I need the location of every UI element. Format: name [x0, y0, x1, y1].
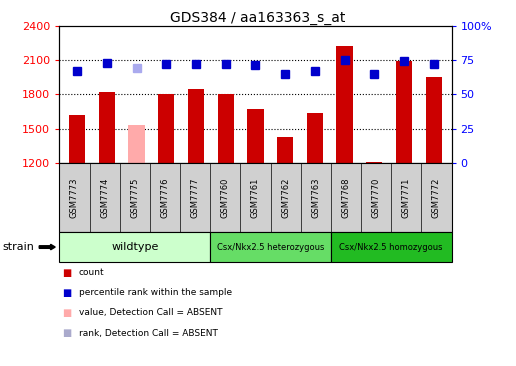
Text: Csx/Nkx2.5 heterozygous: Csx/Nkx2.5 heterozygous — [217, 243, 324, 251]
Text: GSM7776: GSM7776 — [160, 178, 169, 218]
Text: value, Detection Call = ABSENT: value, Detection Call = ABSENT — [79, 309, 222, 317]
Bar — [336, 46, 353, 163]
Text: ■: ■ — [62, 268, 71, 278]
Text: GSM7771: GSM7771 — [402, 178, 411, 218]
Text: rank, Detection Call = ABSENT: rank, Detection Call = ABSENT — [79, 329, 218, 337]
Text: GSM7772: GSM7772 — [432, 178, 441, 218]
Text: GSM7775: GSM7775 — [130, 178, 139, 218]
Text: ■: ■ — [62, 308, 71, 318]
Bar — [128, 125, 145, 163]
Bar — [307, 112, 323, 163]
Text: GSM7773: GSM7773 — [70, 178, 79, 218]
Bar — [218, 94, 234, 163]
Text: GSM7762: GSM7762 — [281, 178, 290, 218]
Text: ■: ■ — [62, 288, 71, 298]
Text: ■: ■ — [62, 328, 71, 338]
Bar — [188, 89, 204, 163]
Text: GSM7777: GSM7777 — [190, 178, 200, 218]
Bar — [247, 109, 264, 163]
Bar — [426, 77, 442, 163]
Text: GSM7774: GSM7774 — [100, 178, 109, 218]
Text: GSM7760: GSM7760 — [221, 178, 230, 218]
Text: wildtype: wildtype — [111, 242, 158, 252]
Bar — [158, 94, 174, 163]
Text: percentile rank within the sample: percentile rank within the sample — [79, 288, 232, 297]
Text: Csx/Nkx2.5 homozygous: Csx/Nkx2.5 homozygous — [340, 243, 443, 251]
Text: GSM7763: GSM7763 — [311, 178, 320, 218]
Text: GSM7768: GSM7768 — [342, 178, 350, 218]
Bar — [277, 137, 293, 163]
Text: GSM7761: GSM7761 — [251, 178, 260, 218]
Text: GSM7770: GSM7770 — [372, 178, 381, 218]
Text: strain: strain — [3, 242, 35, 252]
Bar — [99, 92, 115, 163]
Text: GDS384 / aa163363_s_at: GDS384 / aa163363_s_at — [170, 11, 346, 25]
Bar — [396, 61, 412, 163]
Bar — [366, 162, 382, 163]
Text: count: count — [79, 268, 105, 277]
Bar — [69, 115, 85, 163]
